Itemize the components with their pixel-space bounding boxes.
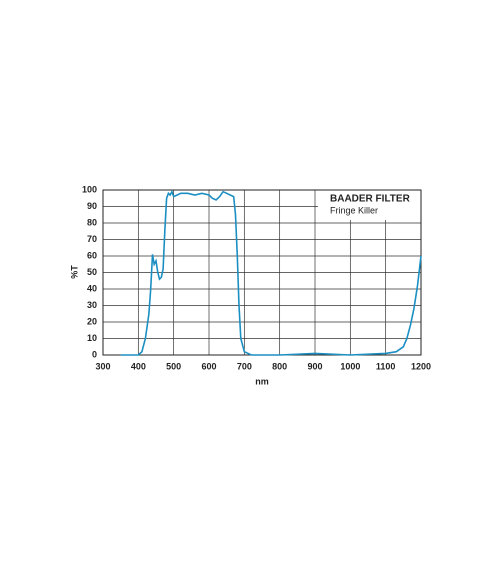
- y-tick-label: 0: [92, 349, 97, 359]
- legend-box: [318, 190, 421, 220]
- x-tick-label: 400: [131, 361, 146, 371]
- chart-title: BAADER FILTER: [330, 194, 411, 205]
- y-tick-label: 40: [87, 283, 97, 293]
- x-tick-label: 1100: [376, 361, 396, 371]
- x-tick-label: 800: [272, 361, 287, 371]
- x-tick-label: 300: [95, 361, 110, 371]
- chart-subtitle: Fringe Killer: [330, 205, 378, 215]
- y-tick-label: 100: [82, 184, 97, 194]
- x-tick-label: 600: [201, 361, 216, 371]
- x-axis-label: nm: [255, 376, 269, 386]
- y-tick-label: 70: [87, 234, 97, 244]
- y-tick-label: 20: [87, 316, 97, 326]
- y-tick-label: 10: [87, 333, 97, 343]
- y-tick-label: 60: [87, 250, 97, 260]
- y-tick-label: 90: [87, 201, 97, 211]
- y-tick-label: 50: [87, 267, 97, 277]
- y-tick-label: 30: [87, 300, 97, 310]
- x-tick-label: 700: [237, 361, 252, 371]
- data-line: [120, 189, 422, 356]
- x-tick-label: 500: [166, 361, 181, 371]
- x-tick-label: 1200: [411, 361, 431, 371]
- y-tick-label: 80: [87, 217, 97, 227]
- x-tick-label: 1000: [340, 361, 360, 371]
- y-axis-label: %T: [69, 265, 79, 279]
- x-tick-label: 900: [307, 361, 322, 371]
